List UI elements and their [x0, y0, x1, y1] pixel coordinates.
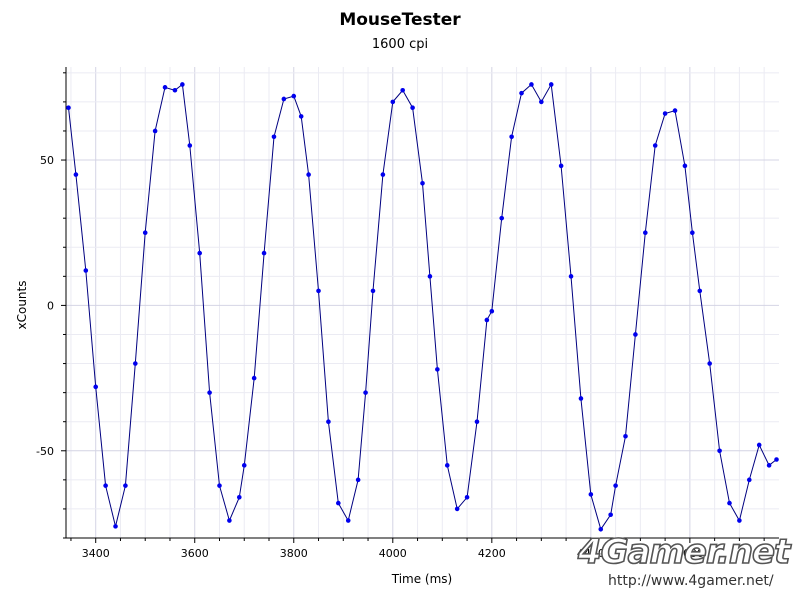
data-point: [93, 384, 99, 390]
data-point: [444, 463, 450, 468]
data-point: [251, 375, 257, 381]
x-tick-label: 3600: [181, 547, 209, 560]
data-point: [608, 512, 613, 518]
data-point: [172, 87, 178, 93]
data-point: [652, 143, 658, 148]
data-point: [400, 87, 405, 93]
y-tick-label: 50: [40, 154, 54, 167]
data-point: [66, 105, 71, 111]
data-point: [306, 172, 311, 177]
data-point: [717, 448, 722, 454]
data-point: [336, 500, 341, 506]
data-point: [474, 419, 480, 425]
data-point: [410, 105, 415, 111]
y-tick-label: 0: [47, 299, 54, 312]
data-point: [484, 317, 490, 323]
data-point: [662, 111, 668, 116]
plot-area: [66, 67, 779, 538]
data-point: [427, 274, 433, 279]
data-point: [370, 288, 376, 294]
data-point: [435, 367, 440, 372]
x-tick-label: 4600: [676, 547, 704, 560]
data-point: [489, 308, 495, 314]
data-point: [162, 85, 168, 90]
watermark-logo: 4Gamer.net: [577, 531, 791, 573]
data-point: [588, 492, 594, 497]
data-point: [756, 442, 762, 448]
data-point: [454, 506, 460, 512]
data-point: [509, 134, 514, 140]
chart-title: MouseTester: [339, 10, 461, 30]
data-point: [737, 518, 742, 523]
data-point: [326, 419, 331, 425]
data-point: [291, 93, 297, 99]
y-axis-label: xCounts: [15, 281, 29, 330]
data-point: [558, 163, 564, 169]
data-point: [217, 483, 222, 488]
data-point: [643, 230, 648, 236]
data-point: [568, 274, 574, 279]
axes: 3400 3600 3800 4000 4200 4400 4600 -50 0 50: [36, 67, 779, 560]
data-point: [180, 82, 185, 87]
data-point: [197, 250, 202, 256]
data-point: [261, 250, 267, 256]
data-point: [380, 172, 386, 177]
data-point: [613, 483, 618, 488]
data-point: [774, 457, 779, 462]
data-point: [227, 518, 232, 523]
data-point: [707, 361, 712, 366]
y-tick-label: -50: [36, 445, 54, 458]
grid: [66, 67, 779, 539]
chart-subtitle: 1600 cpi: [371, 37, 429, 52]
data-point: [345, 518, 351, 523]
data-point: [142, 230, 148, 236]
data-point: [682, 163, 688, 169]
data-point: [152, 128, 158, 134]
data-point: [464, 494, 470, 500]
data-point: [281, 96, 287, 102]
data-point: [363, 390, 368, 395]
x-tick-label: 4000: [379, 547, 407, 560]
data-point: [623, 433, 628, 439]
data-point: [236, 494, 242, 500]
watermark-url: http://www.4gamer.net/: [608, 573, 774, 589]
data-point: [519, 90, 524, 96]
data-point: [529, 82, 534, 87]
data-point: [746, 477, 752, 483]
data-point: [499, 215, 505, 221]
data-point: [133, 361, 138, 366]
x-axis-label: Time (ms): [391, 572, 453, 586]
x-tick-label: 3400: [82, 547, 110, 560]
data-point: [271, 134, 277, 140]
x-tick-label: 4400: [577, 547, 605, 560]
data-point: [207, 390, 212, 395]
data-point: [113, 524, 118, 529]
x-tick-label: 3800: [280, 547, 308, 560]
data-point: [727, 500, 732, 506]
x-tick-label: 4200: [478, 547, 506, 560]
data-point: [241, 463, 247, 468]
data-point: [355, 477, 361, 483]
data-point: [539, 99, 544, 105]
data-point: [123, 483, 128, 488]
data-point: [390, 99, 396, 105]
data-point: [103, 483, 108, 488]
data-point: [548, 82, 554, 87]
data-point: [187, 143, 193, 148]
data-point: [672, 108, 678, 113]
data-point: [298, 114, 304, 119]
data-point: [697, 288, 703, 294]
data-point: [633, 332, 638, 337]
data-point: [83, 268, 89, 273]
data-point: [766, 463, 772, 468]
data-point: [316, 288, 321, 294]
data-point: [598, 526, 604, 532]
series-layer: [66, 82, 779, 532]
data-point: [578, 396, 584, 401]
data-point: [420, 180, 425, 186]
data-point: [690, 230, 695, 236]
data-point: [73, 172, 79, 177]
